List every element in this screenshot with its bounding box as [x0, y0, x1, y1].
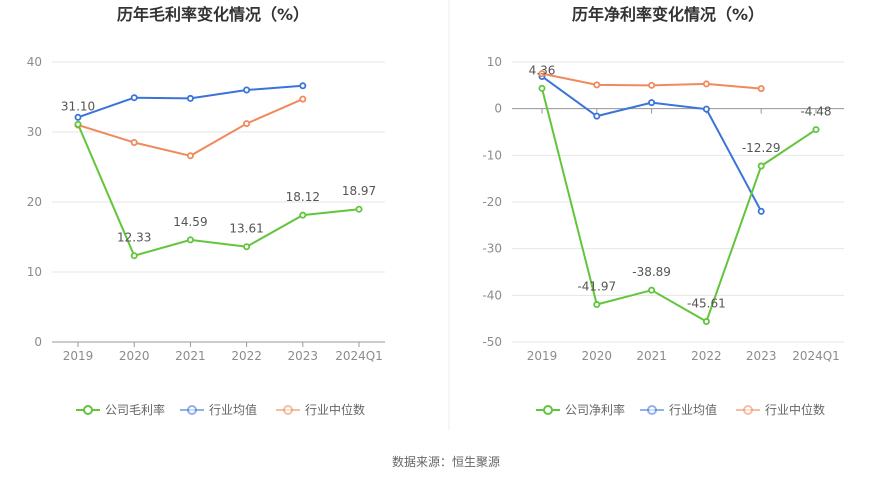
legend-marker-icon	[647, 405, 657, 415]
x-tick-label: 2020	[119, 349, 150, 363]
legend-marker-icon	[83, 405, 93, 415]
data-point	[538, 84, 546, 92]
data-point	[702, 80, 710, 88]
data-point	[243, 86, 251, 94]
legend-label: 行业均值	[669, 402, 717, 417]
data-point	[355, 205, 363, 213]
data-label: -45.61	[687, 297, 726, 311]
legend-item-industry_avg[interactable]: 行业均值	[180, 402, 257, 417]
data-point	[593, 301, 601, 309]
y-tick-label: -40	[482, 288, 502, 302]
data-point	[243, 120, 251, 128]
data-point	[186, 152, 194, 160]
chart-title: 历年毛利率变化情况（%）	[117, 5, 309, 24]
data-point	[186, 94, 194, 102]
legend-label: 行业中位数	[765, 402, 825, 417]
data-point	[130, 252, 138, 260]
data-point	[299, 82, 307, 90]
y-tick-label: 0	[34, 335, 42, 349]
x-tick-label: 2021	[636, 349, 667, 363]
data-point	[757, 85, 765, 93]
y-tick-label: -20	[482, 195, 502, 209]
legend-label: 行业均值	[209, 402, 257, 417]
data-label: -38.89	[632, 265, 671, 279]
data-point	[812, 126, 820, 134]
legend-marker-icon	[543, 405, 553, 415]
data-point	[648, 81, 656, 89]
series-line-company	[77, 123, 360, 257]
x-tick-label: 2023	[288, 349, 319, 363]
legend-marker-icon	[743, 405, 753, 415]
data-point	[243, 243, 251, 251]
x-tick-label: 2024Q1	[335, 349, 383, 363]
y-tick-label: -50	[482, 335, 502, 349]
y-tick-label: 40	[27, 55, 42, 69]
legend-label: 公司净利率	[565, 402, 625, 417]
x-tick-label: 2023	[746, 349, 777, 363]
y-tick-label: 10	[27, 265, 42, 279]
data-point	[299, 211, 307, 219]
x-tick-label: 2019	[527, 349, 558, 363]
data-point	[130, 94, 138, 102]
data-label: 12.33	[117, 231, 151, 245]
data-point	[186, 236, 194, 244]
data-point	[593, 81, 601, 89]
data-point	[74, 113, 82, 121]
x-tick-label: 2022	[691, 349, 722, 363]
y-tick-label: 20	[27, 195, 42, 209]
y-tick-label: 30	[27, 125, 42, 139]
data-label: 13.61	[229, 222, 263, 236]
series-line-industry_median	[77, 98, 304, 157]
x-tick-label: 2024Q1	[792, 349, 840, 363]
legend-marker-icon	[283, 405, 293, 415]
data-point	[74, 120, 82, 128]
data-label: -41.97	[577, 280, 616, 294]
x-tick-label: 2021	[175, 349, 206, 363]
legend-label: 公司毛利率	[105, 402, 165, 417]
data-point	[538, 70, 546, 78]
y-tick-label: -30	[482, 242, 502, 256]
data-point	[648, 286, 656, 294]
data-point	[130, 138, 138, 146]
y-tick-label: -10	[482, 148, 502, 162]
x-tick-label: 2020	[582, 349, 613, 363]
data-point	[702, 105, 710, 113]
series-line-industry_avg	[541, 75, 763, 212]
legend-label: 行业中位数	[305, 402, 365, 417]
x-tick-label: 2019	[63, 349, 94, 363]
x-tick-label: 2022	[231, 349, 262, 363]
legend-item-company[interactable]: 公司毛利率	[76, 402, 165, 417]
data-label: -12.29	[742, 141, 781, 155]
data-label: -4.48	[800, 105, 831, 119]
data-label: 31.10	[61, 99, 95, 113]
legend-marker-icon	[187, 405, 197, 415]
y-tick-label: 0	[494, 102, 502, 116]
y-tick-label: 10	[487, 55, 502, 69]
legend-item-industry_median[interactable]: 行业中位数	[736, 402, 825, 417]
data-label: 4.36	[529, 63, 556, 77]
data-point	[757, 162, 765, 170]
data-label: 14.59	[173, 215, 207, 229]
source-note: 数据来源：恒生聚源	[392, 454, 500, 469]
chart-title: 历年净利率变化情况（%）	[572, 5, 764, 24]
data-label: 18.97	[342, 184, 376, 198]
chart-panel-2: 历年净利率变化情况（%） -50 -40 -30 -20 -10 0 10 2019 2020 20…	[482, 5, 844, 417]
legend-item-company[interactable]: 公司净利率	[536, 402, 625, 417]
legend-item-industry_avg[interactable]: 行业均值	[640, 402, 717, 417]
data-point	[757, 207, 765, 215]
data-point	[648, 99, 656, 107]
data-point	[299, 95, 307, 103]
legend-item-industry_median[interactable]: 行业中位数	[276, 402, 365, 417]
chart-panel-1: 历年毛利率变化情况（%） 0 10 20 30 40 2019 2020 2021 2022 202…	[27, 5, 385, 417]
data-point	[593, 112, 601, 120]
data-point	[702, 318, 710, 326]
series-line-company	[541, 88, 817, 323]
data-label: 18.12	[286, 190, 320, 204]
